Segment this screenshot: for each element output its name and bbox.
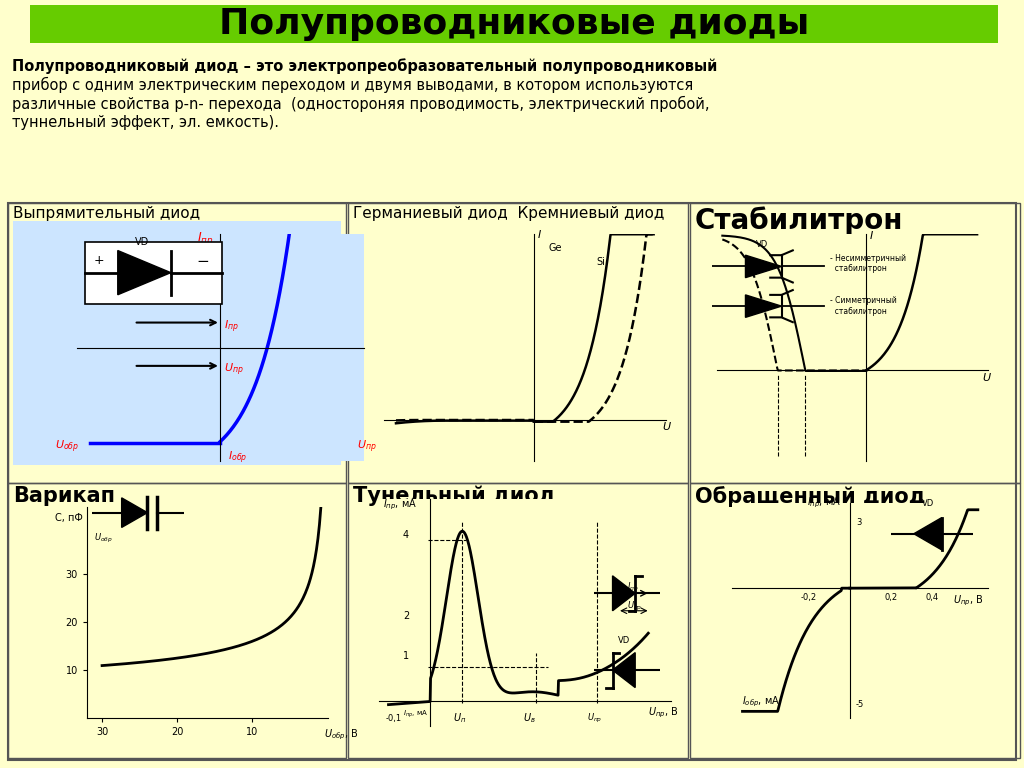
Polygon shape (122, 498, 147, 528)
Text: Стабилитрон: Стабилитрон (695, 206, 903, 235)
Text: Германиевый диод  Кремниевый диод: Германиевый диод Кремниевый диод (353, 206, 665, 221)
Text: Si: Si (596, 257, 605, 267)
Text: $U_{пр}$: $U_{пр}$ (627, 600, 643, 613)
Text: $I_{пр}$, мА: $I_{пр}$, мА (808, 495, 842, 510)
Text: $I_{пр}$, мА: $I_{пр}$, мА (383, 498, 418, 512)
Polygon shape (612, 653, 635, 687)
Text: $I_{пр}$: $I_{пр}$ (224, 319, 240, 335)
Text: 3: 3 (856, 518, 861, 528)
Text: - Симметричный
  стабилитрон: - Симметричный стабилитрон (830, 296, 897, 316)
Polygon shape (913, 518, 942, 550)
Text: U: U (662, 422, 670, 432)
Text: Варикап: Варикап (13, 486, 115, 506)
Bar (8, 203, 1016, 760)
Polygon shape (745, 255, 781, 278)
Text: С, пФ: С, пФ (55, 513, 83, 523)
Text: различные свойства p-n- перехода  (одностороняя проводимость, электрический проб: различные свойства p-n- перехода (одност… (12, 96, 710, 112)
Text: $U_{пр}$: $U_{пр}$ (357, 439, 377, 455)
Text: $I_{обр}$: $I_{обр}$ (228, 449, 248, 466)
Polygon shape (118, 250, 171, 295)
Bar (690, 483, 1020, 758)
Text: прибор с одним электрическим переходом и двумя выводами, в котором используются: прибор с одним электрическим переходом и… (12, 77, 693, 93)
Text: $U_п$: $U_п$ (453, 711, 466, 725)
Text: $U_{пр}$, В: $U_{пр}$, В (648, 706, 679, 720)
Text: 4: 4 (402, 530, 409, 540)
Text: $U_{обр}$, В: $U_{обр}$, В (324, 728, 358, 742)
Text: +: + (93, 254, 104, 267)
Bar (13, 221, 341, 465)
Text: $U_{пр}$: $U_{пр}$ (588, 712, 603, 726)
Bar (348, 203, 688, 483)
Text: I: I (538, 230, 541, 240)
Text: VD: VD (922, 499, 934, 508)
Text: 0,2: 0,2 (885, 594, 898, 602)
Text: $I_{пр}$: $I_{пр}$ (197, 230, 214, 247)
Bar (8, 203, 346, 483)
Text: VD: VD (757, 240, 768, 249)
Text: туннельный эффект, эл. емкость).: туннельный эффект, эл. емкость). (12, 115, 279, 130)
Text: -0,1: -0,1 (385, 714, 401, 723)
Text: - Несимметричный
  стабилитрон: - Несимметричный стабилитрон (830, 254, 906, 273)
Text: I: I (869, 230, 872, 241)
Text: Обращенный диод: Обращенный диод (695, 486, 926, 507)
Text: $I_{пр}$, мА: $I_{пр}$, мА (402, 708, 428, 720)
Text: $U_{пр}$, В: $U_{пр}$, В (953, 593, 983, 607)
Text: $I_{обр}$, мА: $I_{обр}$, мА (742, 695, 780, 710)
Text: VD: VD (135, 237, 150, 247)
Text: $U_{обр}$: $U_{обр}$ (55, 439, 80, 455)
Text: Полупроводниковые диоды: Полупроводниковые диоды (219, 7, 809, 41)
Text: -5: -5 (856, 700, 864, 709)
Text: VD: VD (617, 636, 630, 644)
Text: Полупроводниковый диод – это электропреобразовательный полупроводниковый: Полупроводниковый диод – это электропрео… (12, 58, 718, 74)
Polygon shape (745, 295, 781, 317)
Text: −: − (197, 253, 209, 269)
Text: $U_{обр}$: $U_{обр}$ (94, 531, 113, 545)
Text: $U_в$: $U_в$ (523, 711, 536, 725)
Text: Ge: Ge (548, 243, 562, 253)
Bar (348, 483, 688, 758)
Text: $I_{пр}$: $I_{пр}$ (627, 581, 639, 594)
Text: Тунельный диод: Тунельный диод (353, 486, 555, 507)
Text: U: U (983, 372, 991, 382)
Text: -0,2: -0,2 (801, 594, 816, 602)
Text: 0,4: 0,4 (926, 594, 939, 602)
Text: $U_{пр}$: $U_{пр}$ (224, 362, 244, 378)
Text: Выпрямительный диод: Выпрямительный диод (13, 206, 200, 221)
Polygon shape (612, 576, 635, 611)
Bar (8, 483, 346, 758)
Text: 1: 1 (402, 651, 409, 661)
Bar (30, 5, 998, 43)
Text: 2: 2 (402, 611, 410, 621)
Bar (690, 203, 1020, 483)
